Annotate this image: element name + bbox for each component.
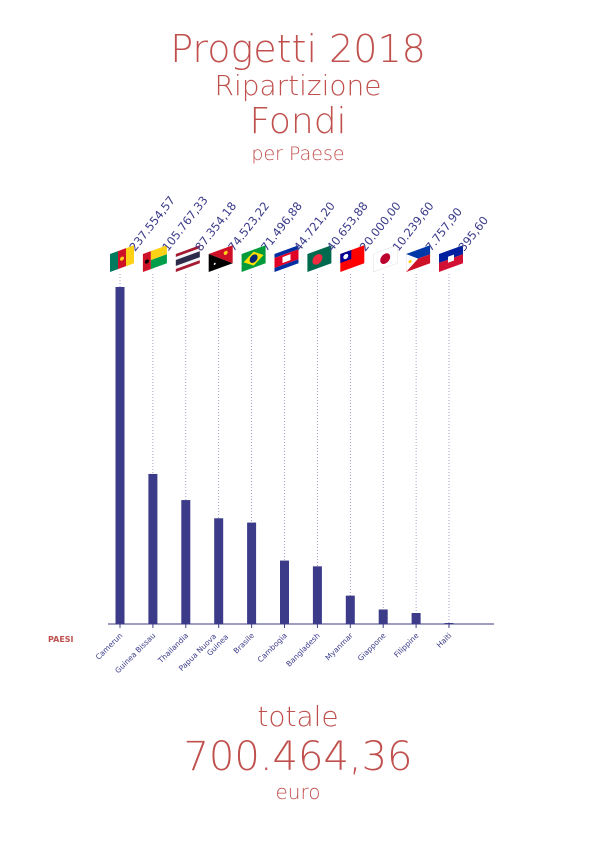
total-value: 700.464,36 xyxy=(183,734,413,780)
bar xyxy=(115,287,125,624)
thailand-flag-icon xyxy=(175,245,200,272)
category-label: Myanmar xyxy=(323,630,355,662)
bar xyxy=(280,560,289,624)
cameroon-flag-icon xyxy=(110,245,134,272)
title-block: Progetti 2018 Ripartizione Fondi per Pae… xyxy=(0,28,596,166)
category-label: Bangladesh xyxy=(284,631,322,669)
cambodia-flag-icon xyxy=(274,245,299,272)
category-label: Brasile xyxy=(232,631,257,656)
value-label: 395,60 xyxy=(455,214,491,254)
title-line-3: Fondi xyxy=(249,101,347,142)
bar xyxy=(181,500,191,624)
title-line-4: per Paese xyxy=(251,143,345,165)
haiti-flag-icon xyxy=(439,245,463,272)
myanmar-flag-icon xyxy=(340,245,365,272)
bar xyxy=(444,623,454,624)
category-label: Cambogia xyxy=(256,631,289,664)
total-label: totale xyxy=(257,700,339,733)
bar xyxy=(411,612,421,624)
x-axis-label: PAESI xyxy=(48,635,74,644)
title-line-1: Progetti 2018 xyxy=(170,27,426,71)
bar xyxy=(378,609,388,624)
bar xyxy=(312,566,322,624)
bangladesh-flag-icon xyxy=(307,245,332,272)
bar xyxy=(247,522,257,624)
category-label: Camerun xyxy=(94,631,125,662)
papua-new-guinea-flag-icon xyxy=(208,245,233,272)
total-unit: euro xyxy=(275,780,321,804)
total-block: totale 700.464,36 euro xyxy=(0,700,596,804)
title-line-2: Ripartizione xyxy=(214,69,382,102)
category-label: Haiti xyxy=(435,631,454,650)
philippines-flag-icon xyxy=(406,245,431,272)
japan-flag-icon xyxy=(372,244,398,273)
category-label: Giappone xyxy=(356,631,388,663)
bar xyxy=(148,473,158,624)
brazil-flag-icon xyxy=(241,245,266,272)
guinea-bissau-flag-icon xyxy=(142,245,167,272)
bar xyxy=(345,595,355,624)
bar xyxy=(214,518,224,624)
category-label: Filippine xyxy=(392,631,421,660)
